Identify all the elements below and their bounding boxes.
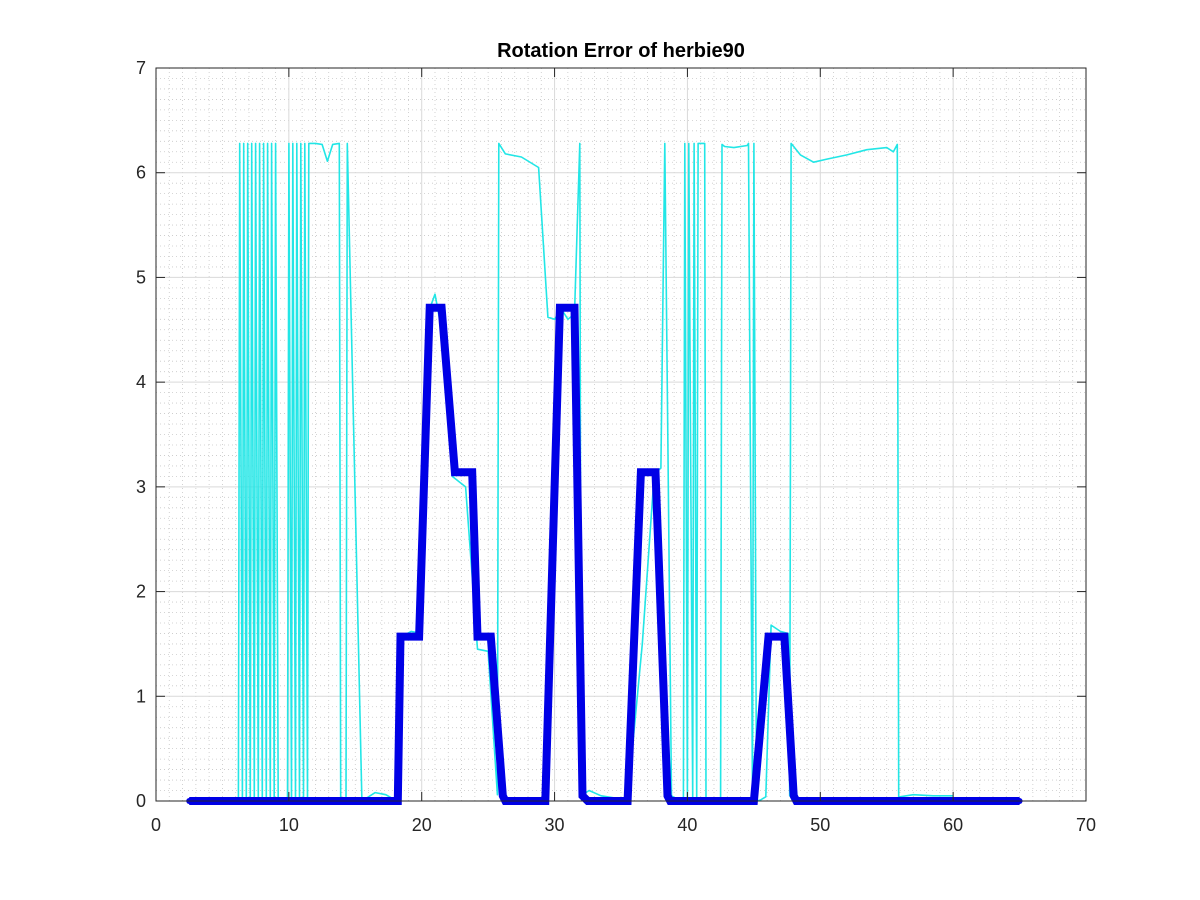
y-tick-label: 7 — [136, 58, 146, 78]
series-point-thick — [571, 304, 578, 311]
series-point-thick — [637, 469, 644, 476]
series-point-thick — [790, 792, 797, 799]
series-point-thick — [426, 304, 433, 311]
series-point-thick — [765, 633, 772, 640]
y-tick-label: 6 — [136, 163, 146, 183]
y-tick-label: 2 — [136, 582, 146, 602]
y-tick-label: 5 — [136, 267, 146, 287]
minor-grid — [156, 68, 1086, 801]
x-tick-label: 60 — [943, 815, 963, 835]
x-tick-label: 70 — [1076, 815, 1096, 835]
series-point-thick — [579, 792, 586, 799]
series-point-thick — [652, 469, 659, 476]
axis-ticks — [155, 67, 1087, 802]
x-axis-tick-labels: 0 10 20 30 40 50 60 70 — [151, 815, 1096, 835]
series-point-thick — [556, 304, 563, 311]
y-tick-label: 4 — [136, 372, 146, 392]
x-tick-label: 50 — [810, 815, 830, 835]
series-point-thick — [499, 792, 506, 799]
series-point-thick — [487, 633, 494, 640]
y-axis-tick-labels: 0 1 2 3 4 5 6 7 — [136, 58, 146, 811]
series-point-thick — [438, 304, 445, 311]
x-tick-label: 0 — [151, 815, 161, 835]
plot-frame — [155, 67, 1087, 802]
series-point-thick — [664, 792, 671, 799]
series-point-thick — [451, 469, 458, 476]
y-tick-label: 1 — [136, 686, 146, 706]
series-point-thick — [397, 633, 404, 640]
x-tick-label: 20 — [412, 815, 432, 835]
x-tick-label: 10 — [279, 815, 299, 835]
x-tick-label: 40 — [677, 815, 697, 835]
y-tick-label: 0 — [136, 791, 146, 811]
x-tick-label: 30 — [545, 815, 565, 835]
series-point-thick — [469, 469, 476, 476]
chart-title: Rotation Error of herbie90 — [497, 40, 745, 62]
series-point-thick — [416, 633, 423, 640]
series-point-thick — [474, 633, 481, 640]
series-point-thick — [781, 633, 788, 640]
y-tick-label: 3 — [136, 477, 146, 497]
series-line-thick — [189, 303, 1020, 805]
